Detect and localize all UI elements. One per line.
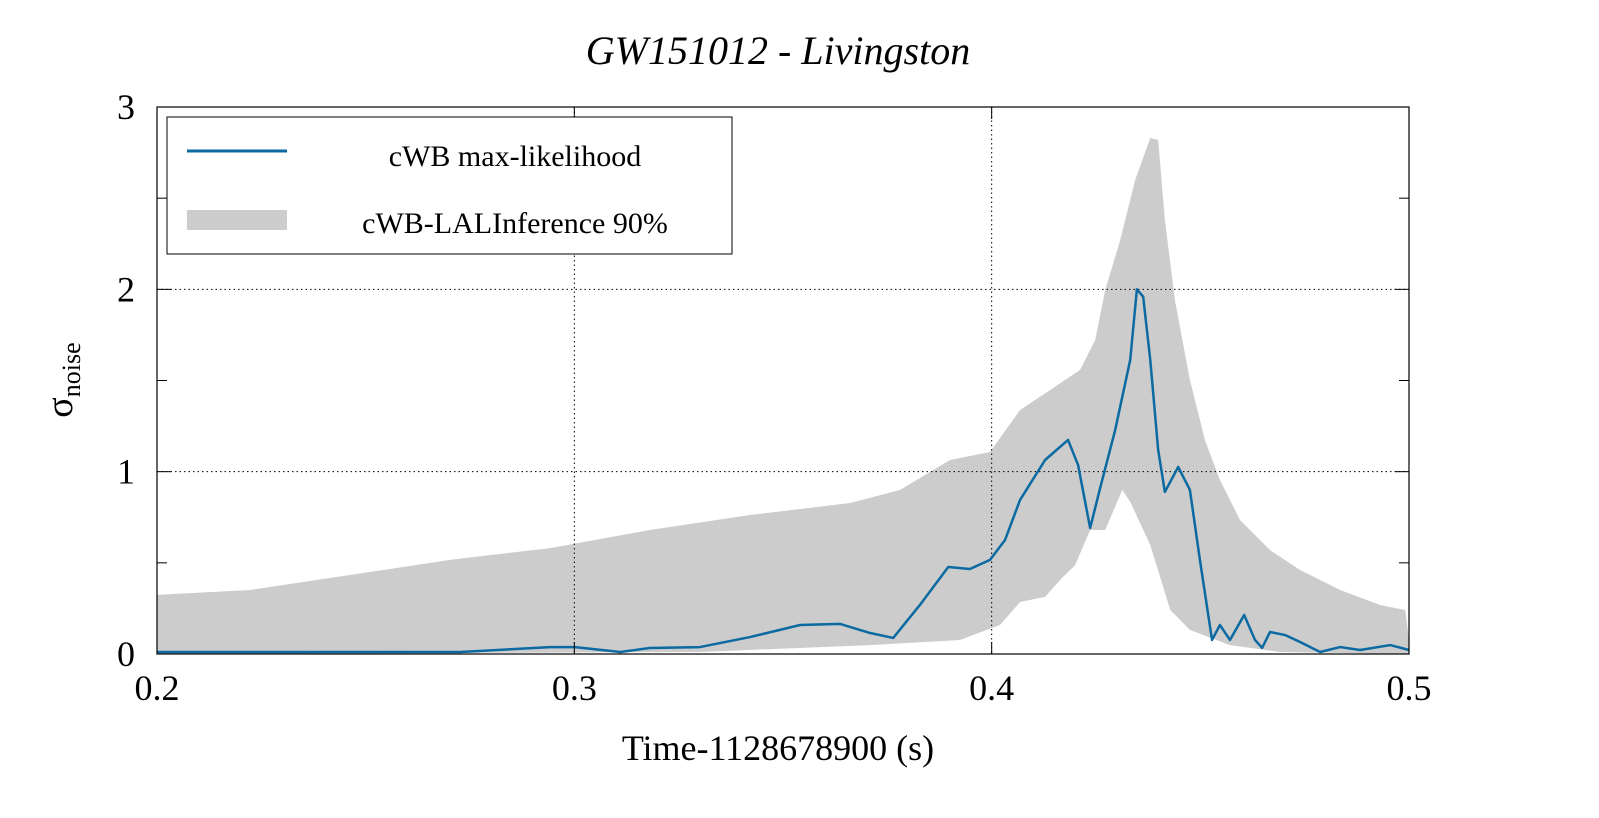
legend-band-swatch [187, 210, 287, 230]
x-tick-label: 0.5 [1387, 668, 1432, 708]
y-tick-label: 2 [117, 269, 135, 309]
legend: cWB max-likelihood cWB-LALInference 90% [166, 116, 733, 255]
y-axis-label-main: σ [39, 397, 81, 417]
x-axis-label: Time-1128678900 (s) [622, 728, 934, 768]
x-tick-label: 0.4 [969, 668, 1014, 708]
max-likelihood-line [157, 288, 1410, 654]
svg-text:σnoise: σnoise [39, 342, 86, 417]
legend-box [166, 116, 733, 255]
confidence-band [157, 137, 1409, 654]
chart-title: GW151012 - Livingston [586, 28, 970, 73]
y-tick-label: 0 [117, 634, 135, 674]
legend-label-line: cWB max-likelihood [389, 140, 641, 173]
y-tick-label: 3 [117, 87, 135, 127]
x-tick-label: 0.2 [135, 668, 180, 708]
legend-label-band: cWB-LALInference 90% [362, 207, 668, 240]
y-tick-label: 1 [117, 452, 135, 492]
x-tick-label: 0.3 [552, 668, 597, 708]
y-axis-label-sub: noise [57, 342, 86, 397]
y-axis-label: σnoise [39, 342, 86, 417]
